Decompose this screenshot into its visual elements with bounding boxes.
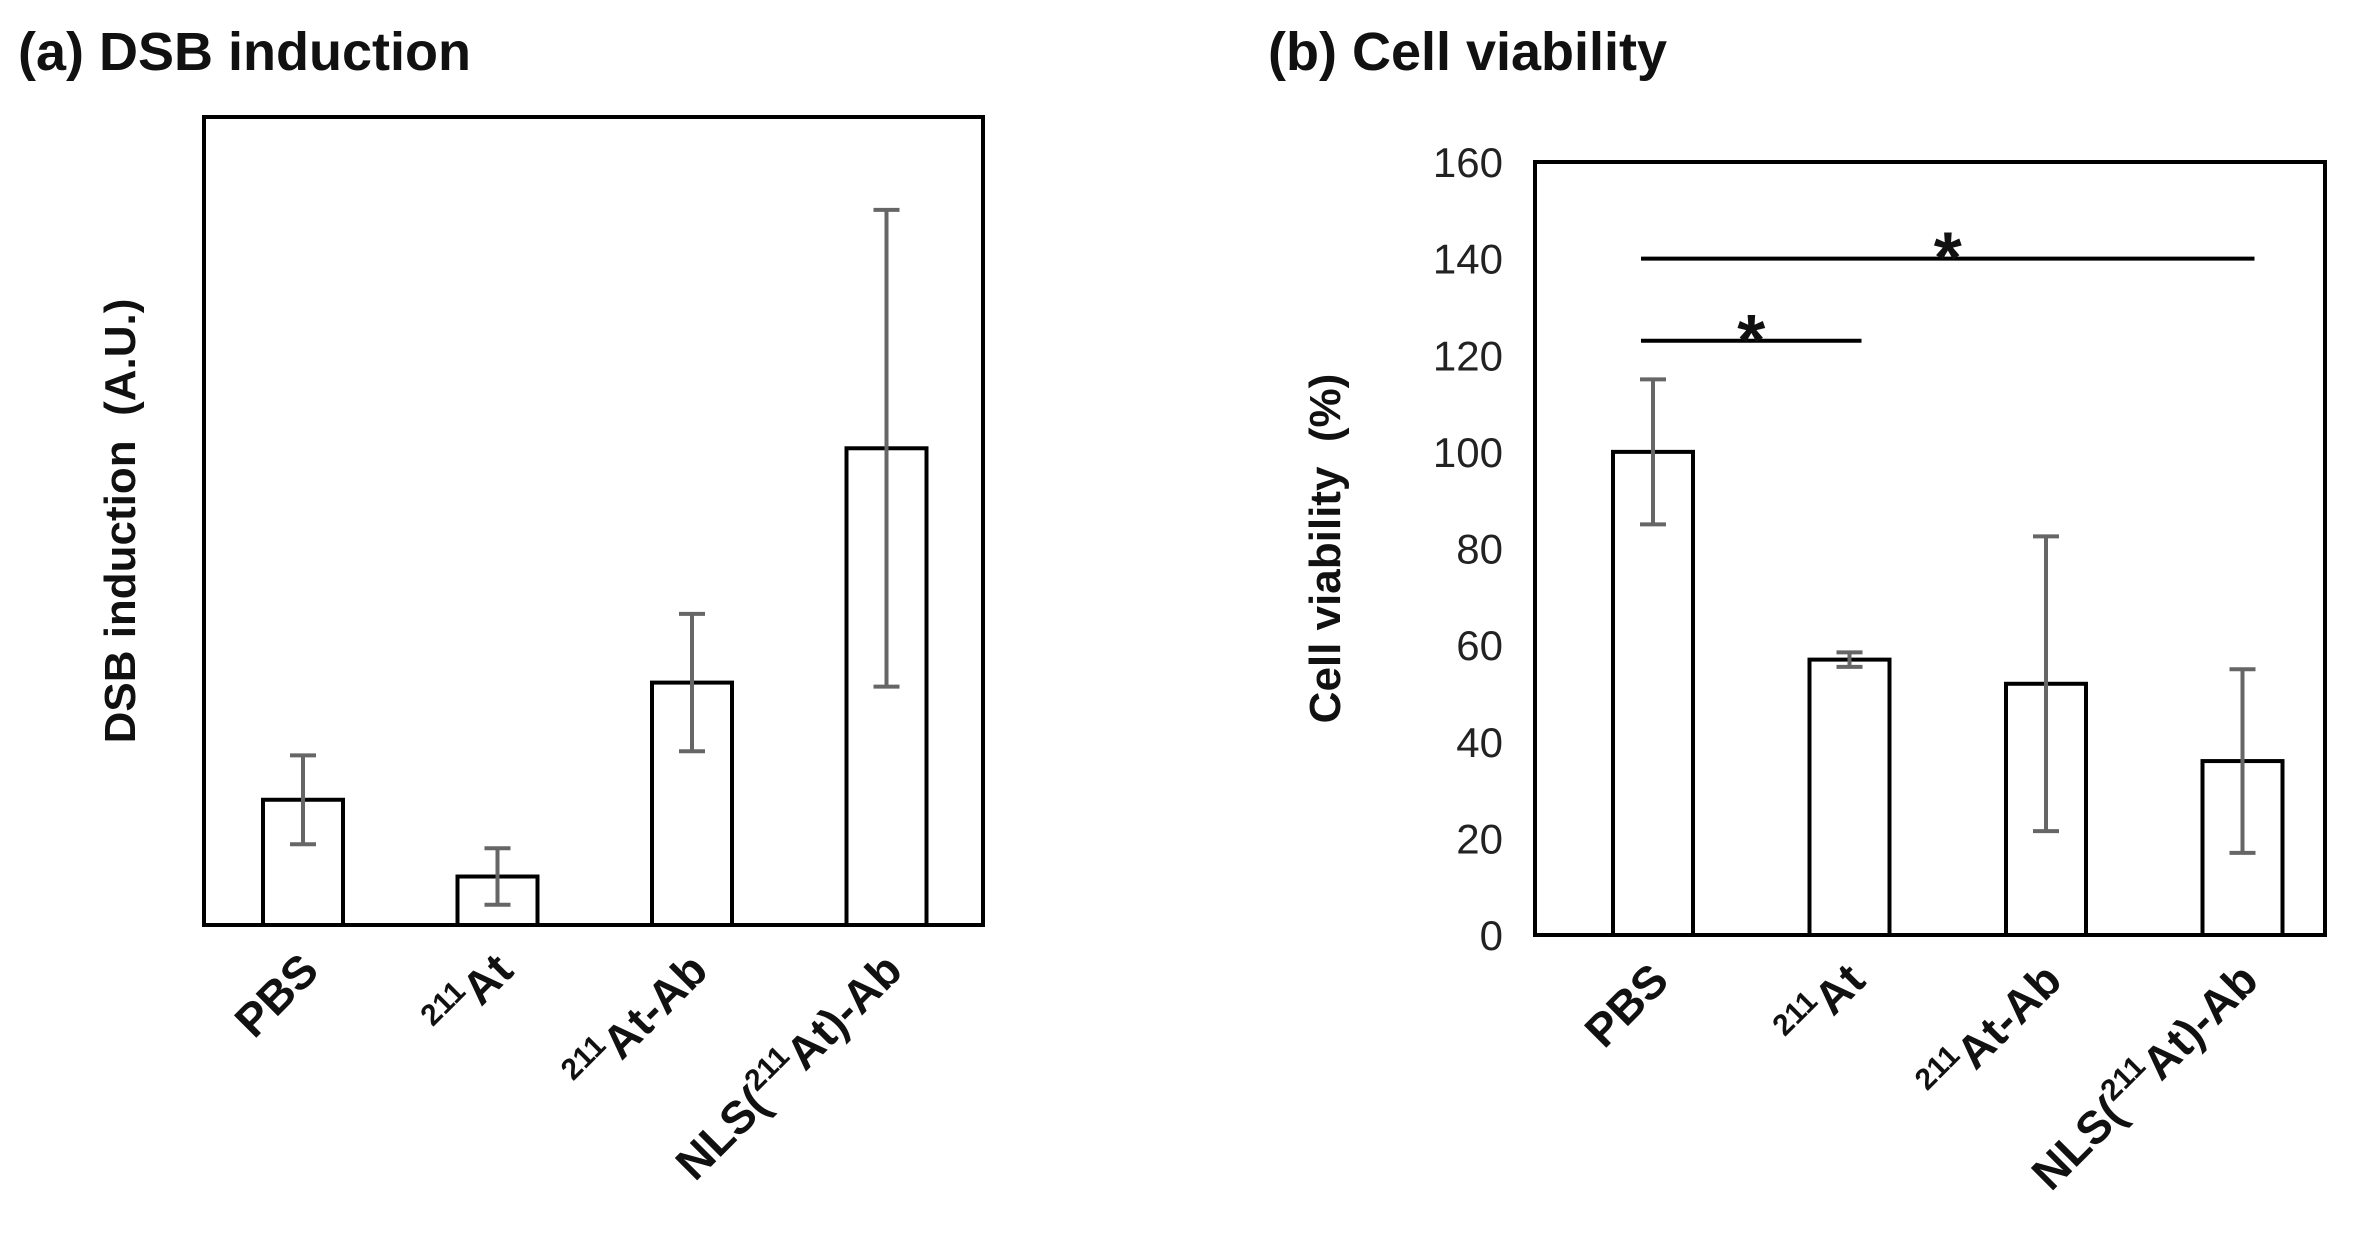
panel-b-cell-viability: (b) Cell viability Cell viability (%) 0 20 4… [1268, 22, 2327, 1200]
panel-b-y-tick-label: 80 [1456, 526, 1503, 573]
panel-a-category-label: 211At-Ab [555, 940, 717, 1102]
panel-a-category-label: 211At [414, 940, 522, 1048]
category-label-text: At-Ab [1946, 953, 2071, 1078]
panel-a-dsb-induction: (a) DSB induction DSB induction (A.U.) PBS… [18, 22, 985, 1190]
category-label-text: At)-Ab [775, 943, 911, 1079]
panel-b-title: (b) Cell viability [1268, 22, 1667, 82]
panel-b-y-axis-label: Cell viability (%) [1301, 374, 1350, 724]
panel-b-y-tick-label: 20 [1456, 815, 1503, 862]
panel-b-category-label: PBS [1574, 953, 1678, 1057]
panel-a-title: (a) DSB induction [18, 22, 471, 82]
panel-b-category-label: 211At-Ab [1909, 950, 2071, 1112]
panel-b-significance-star: * [1737, 301, 1765, 381]
panel-b-bar [1807, 657, 1892, 938]
panel-a-y-axis-label: DSB induction (A.U.) [96, 299, 145, 744]
panel-b-y-tick-label: 100 [1433, 429, 1503, 476]
category-label-text: PBS [224, 943, 328, 1047]
panel-b-y-tick-label: 160 [1433, 139, 1503, 186]
panel-b-y-tick-label: 120 [1433, 332, 1503, 379]
panel-b-y-tick-label: 0 [1480, 912, 1503, 959]
panel-b-significance-star: * [1934, 219, 1962, 299]
panel-b-y-tick-label: 60 [1456, 622, 1503, 669]
panel-b-category-label: 211At [1766, 950, 1874, 1058]
panel-b-y-tick-label: 140 [1433, 236, 1503, 283]
category-label-text: At)-Ab [2131, 953, 2267, 1089]
panel-b-bar [1611, 449, 1695, 937]
panel-b-y-tick-label: 40 [1456, 719, 1503, 766]
panel-b-plot-frame [1533, 160, 2327, 937]
category-label-text: At-Ab [592, 943, 717, 1068]
panel-a-category-label: PBS [224, 943, 328, 1047]
panel-a-plot-frame [202, 115, 985, 927]
category-label-text: PBS [1574, 953, 1678, 1057]
